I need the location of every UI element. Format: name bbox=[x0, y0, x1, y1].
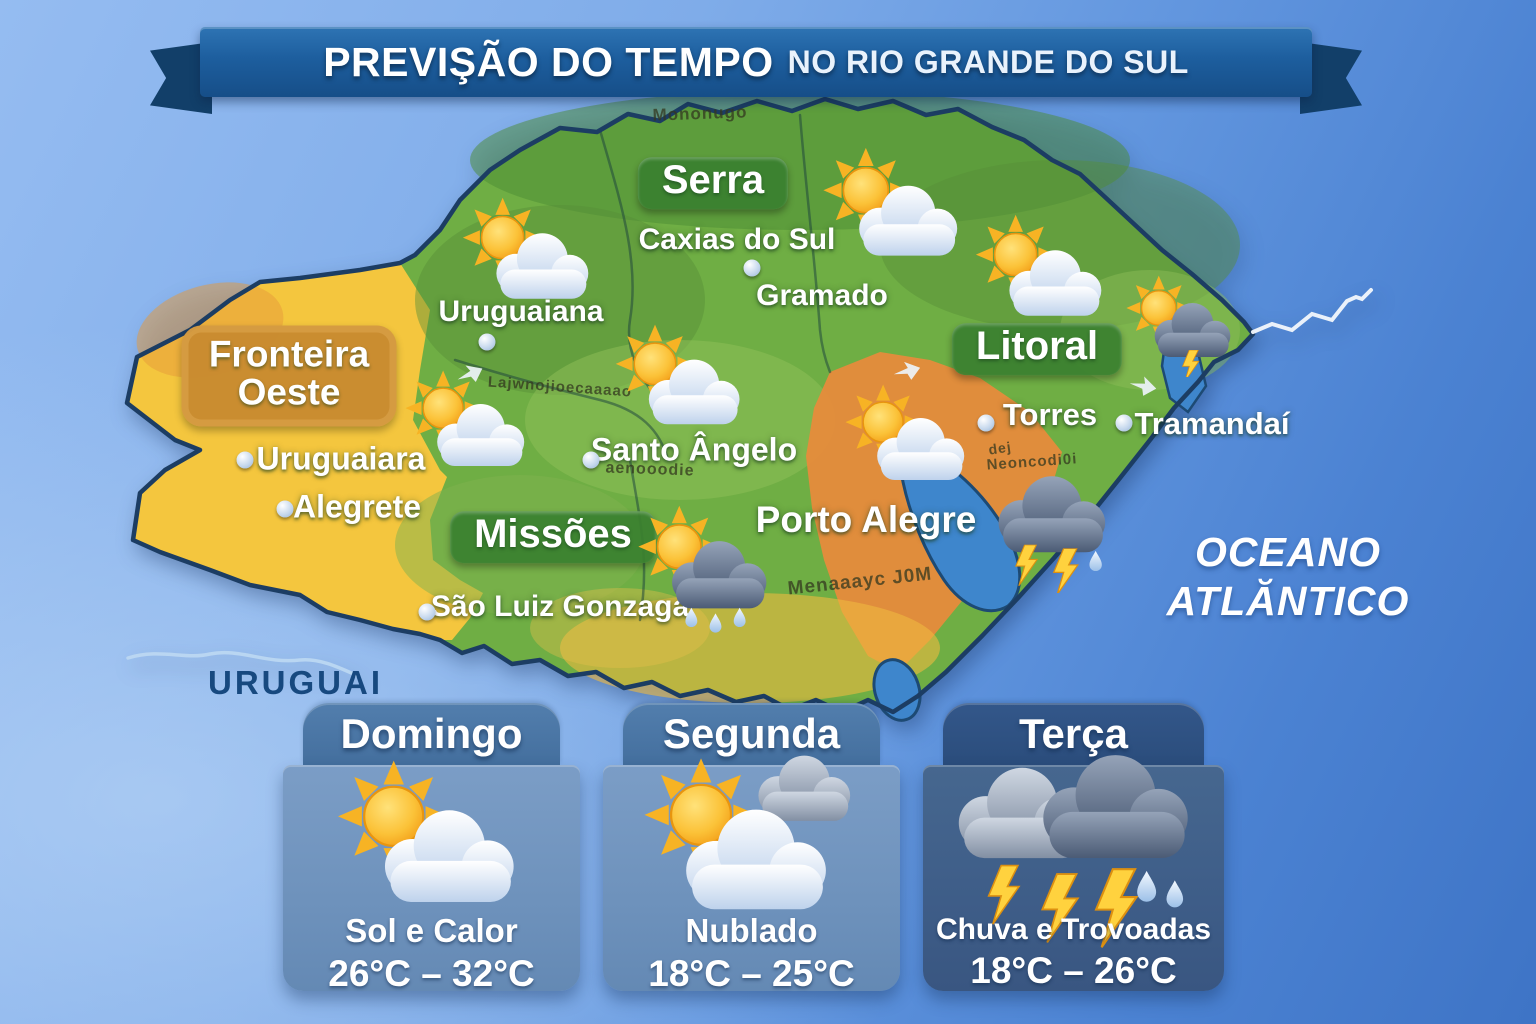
banner-title: PREVIŞÃO DO TEMPO bbox=[323, 38, 774, 85]
city-dot-tramandai bbox=[1115, 414, 1133, 432]
uruguai-label: URUGUAI bbox=[208, 664, 383, 701]
city-label-alegrete: Alegrete bbox=[292, 488, 422, 525]
city-dot-sao-luiz-gonzaga bbox=[418, 603, 436, 621]
title-banner: PREVIŞÃO DO TEMPO NO RIO GRANDE DO SUL bbox=[0, 0, 1536, 130]
weather-icon-sun-rain-cloud bbox=[637, 504, 767, 633]
city-label-porto-alegre: Porto Alegre bbox=[755, 499, 977, 540]
map-annotation: Menaaayc J0M bbox=[786, 563, 934, 600]
city-label-uruguaiara: Uruguaiara bbox=[256, 440, 426, 477]
city-label-sao-luiz-gonzaga: São Luiz Gonzaga bbox=[430, 590, 690, 623]
ocean-label-line1: OCEANO bbox=[1195, 529, 1381, 575]
city-dot-caxias-do-sul bbox=[743, 259, 761, 277]
region-label-litoral: Litoral bbox=[951, 323, 1123, 375]
weather-icon-storm bbox=[998, 476, 1106, 593]
state-shape bbox=[124, 90, 1256, 722]
city-dot-alegrete bbox=[276, 500, 294, 518]
city-label-torres: Torres bbox=[1002, 397, 1098, 432]
weather-icon-sun-cloud bbox=[844, 383, 965, 481]
banner-subtitle: NO RIO GRANDE DO SUL bbox=[787, 43, 1189, 80]
weather-icon-sun-cloud bbox=[614, 323, 740, 425]
city-dot-uruguaiara bbox=[236, 451, 254, 469]
river-lines bbox=[126, 288, 1373, 678]
ribbon-bar: PREVIŞÃO DO TEMPO NO RIO GRANDE DO SUL bbox=[200, 27, 1312, 97]
bird-icon bbox=[892, 359, 922, 382]
ocean-atlantico-label: OCEANO ATLĂNTICO bbox=[1138, 528, 1438, 626]
weather-icon-sun-cloud bbox=[822, 147, 958, 256]
city-dot-torres bbox=[977, 414, 995, 432]
city-dot-santo-angelo bbox=[582, 451, 600, 469]
weather-icon-sun-cloud bbox=[404, 369, 525, 467]
ocean-label-line2: ATLĂNTICO bbox=[1166, 578, 1410, 625]
weather-icon-sun-cloud bbox=[462, 197, 589, 299]
city-label-santo-angelo: Santo Ângelo bbox=[590, 431, 798, 468]
city-label-gramado: Gramado bbox=[756, 279, 888, 312]
map-annotation: Mononugo bbox=[652, 102, 748, 125]
region-label-serra: Serra bbox=[637, 157, 789, 209]
weather-icon-sun-storm-cloud bbox=[1125, 275, 1231, 377]
city-label-uruguaiana: Uruguaiana bbox=[438, 295, 604, 328]
region-label-fronteira-oeste: Fronteira Oeste bbox=[181, 325, 397, 427]
city-dot-uruguaiana bbox=[478, 333, 496, 351]
bird-icon bbox=[1128, 373, 1159, 398]
region-label-missoes: Missões bbox=[450, 511, 656, 563]
weather-icon-sun-cloud bbox=[975, 214, 1102, 316]
map-annotation: dej bbox=[987, 438, 1013, 458]
city-label-caxias-do-sul: Caxias do Sul bbox=[638, 223, 836, 256]
city-label-tramandai: Tramandaí bbox=[1134, 406, 1290, 441]
map-annotation: aenooodie bbox=[605, 459, 695, 480]
